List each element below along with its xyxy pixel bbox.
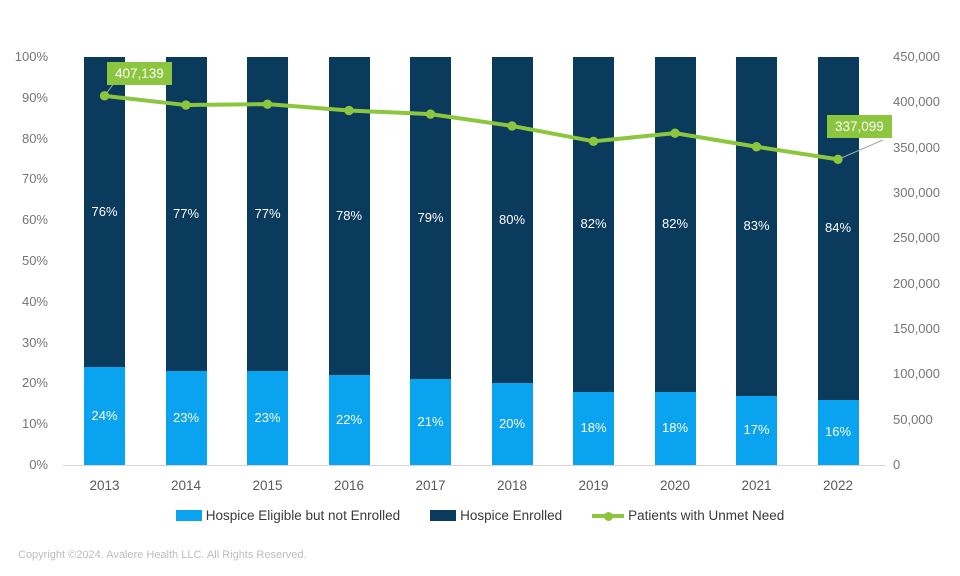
bar-label-eligible: 23% bbox=[254, 410, 281, 426]
bar-segment-enrolled bbox=[247, 57, 288, 372]
legend-label: Hospice Eligible but not Enrolled bbox=[205, 508, 401, 523]
x-axis-label: 2014 bbox=[170, 478, 202, 493]
bar-segment-eligible bbox=[573, 391, 614, 465]
bar-segment-enrolled bbox=[736, 57, 777, 396]
y-axis-tick-left: 30% bbox=[21, 334, 48, 350]
y-axis-tick-left: 100% bbox=[14, 49, 48, 64]
bar-segment-eligible bbox=[328, 375, 370, 465]
bar-label-eligible: 20% bbox=[498, 416, 526, 432]
bar-segment-eligible bbox=[165, 371, 207, 465]
y-axis-tick-left: 40% bbox=[21, 293, 48, 309]
y-axis-tick-left: 70% bbox=[21, 171, 48, 187]
bar-label-enrolled: 82% bbox=[580, 216, 607, 232]
y-axis-tick-right: 200,000 bbox=[893, 275, 940, 291]
copyright-text: Copyright ©2024. Avalere Health LLC. All… bbox=[18, 549, 307, 561]
y-axis-tick-left: 20% bbox=[21, 375, 48, 391]
y-axis-tick-right: 300,000 bbox=[893, 185, 940, 200]
legend-item-eligible: Hospice Eligible but not Enrolled bbox=[175, 508, 401, 523]
bar-segment-enrolled bbox=[654, 57, 696, 392]
bar-segment-eligible bbox=[654, 391, 696, 465]
bar-segment-eligible bbox=[817, 399, 859, 465]
bar-segment-enrolled bbox=[491, 57, 533, 384]
bar-label-eligible: 18% bbox=[580, 420, 607, 436]
y-axis-tick-left: 60% bbox=[21, 212, 48, 228]
bar-label-enrolled: 76% bbox=[91, 204, 118, 220]
enrolled-swatch-icon bbox=[430, 510, 457, 521]
y-axis-tick-right: 250,000 bbox=[893, 230, 940, 246]
y-axis-tick-left: 80% bbox=[21, 130, 48, 146]
bar-label-eligible: 21% bbox=[417, 414, 444, 430]
line-marker bbox=[425, 109, 436, 119]
bar-segment-enrolled bbox=[817, 57, 859, 400]
bar-segment-enrolled bbox=[84, 57, 125, 368]
y-axis-tick-right: 450,000 bbox=[893, 49, 940, 64]
callout-leader-line bbox=[837, 139, 884, 160]
legend: Hospice Eligible but not Enrolled Hospic… bbox=[0, 508, 960, 523]
y-axis-tick-right: 150,000 bbox=[893, 321, 940, 336]
y-axis-tick-right: 0 bbox=[893, 457, 901, 472]
line-marker-icon bbox=[592, 510, 625, 521]
y-axis-tick-left: 10% bbox=[21, 416, 48, 432]
bar-label-enrolled: 79% bbox=[417, 210, 444, 226]
unmet-need-line bbox=[99, 81, 884, 165]
line-marker bbox=[262, 99, 273, 109]
bar-label-eligible: 22% bbox=[335, 412, 363, 428]
y-axis-tick-right: 400,000 bbox=[893, 94, 940, 110]
bar-label-eligible: 23% bbox=[172, 410, 200, 426]
line-marker bbox=[751, 142, 762, 152]
line-marker bbox=[833, 154, 843, 165]
bar-label-enrolled: 82% bbox=[661, 216, 689, 232]
legend-label: Patients with Unmet Need bbox=[628, 508, 785, 523]
line-marker bbox=[507, 121, 517, 131]
y-axis-tick-right: 350,000 bbox=[893, 139, 940, 155]
bar-label-enrolled: 77% bbox=[172, 206, 200, 222]
y-axis-tick-right: 100,000 bbox=[893, 366, 940, 382]
bar-segment-eligible bbox=[736, 395, 777, 465]
line-marker bbox=[181, 100, 191, 110]
bar-label-eligible: 24% bbox=[91, 408, 118, 424]
line-marker bbox=[588, 136, 599, 147]
bar-label-enrolled: 80% bbox=[498, 212, 526, 228]
x-axis-label: 2013 bbox=[89, 478, 120, 493]
bar-label-eligible: 17% bbox=[743, 422, 770, 438]
x-axis-line bbox=[63, 465, 885, 466]
bar-segment-enrolled bbox=[573, 57, 614, 392]
legend-item-unmet-need: Patients with Unmet Need bbox=[592, 508, 784, 523]
y-axis-tick-left: 90% bbox=[21, 89, 48, 105]
bar-label-enrolled: 78% bbox=[335, 208, 363, 224]
bar-segment-eligible bbox=[410, 379, 451, 465]
x-axis-label: 2020 bbox=[659, 478, 691, 493]
line-data-label: 407,139 bbox=[107, 62, 172, 85]
x-axis-label: 2016 bbox=[333, 478, 365, 493]
eligible-swatch-icon bbox=[175, 510, 202, 521]
line-marker bbox=[344, 105, 354, 116]
bar-label-eligible: 18% bbox=[661, 420, 689, 436]
bar-label-enrolled: 77% bbox=[254, 206, 281, 222]
x-axis-label: 2018 bbox=[496, 478, 528, 493]
x-axis-label: 2015 bbox=[252, 478, 283, 493]
bar-label-enrolled: 84% bbox=[824, 220, 852, 236]
line-marker bbox=[670, 128, 680, 138]
line-marker bbox=[99, 91, 110, 101]
y-axis-tick-left: 0% bbox=[29, 457, 48, 472]
unmet-need-polyline bbox=[104, 93, 839, 162]
x-axis-label: 2017 bbox=[415, 478, 446, 493]
bar-segment-eligible bbox=[84, 367, 125, 465]
x-axis-label: 2021 bbox=[741, 478, 772, 493]
x-axis-label: 2019 bbox=[578, 478, 609, 493]
y-axis-tick-right: 50,000 bbox=[893, 411, 933, 427]
line-data-label: 337,099 bbox=[827, 115, 892, 138]
y-axis-tick-left: 50% bbox=[21, 253, 48, 268]
bar-segment-eligible bbox=[247, 371, 288, 465]
legend-item-enrolled: Hospice Enrolled bbox=[430, 508, 562, 523]
legend-label: Hospice Enrolled bbox=[460, 508, 563, 523]
bar-segment-eligible bbox=[491, 383, 533, 465]
bar-label-eligible: 16% bbox=[824, 424, 852, 440]
bar-label-enrolled: 83% bbox=[743, 218, 770, 234]
x-axis-label: 2022 bbox=[822, 478, 854, 493]
